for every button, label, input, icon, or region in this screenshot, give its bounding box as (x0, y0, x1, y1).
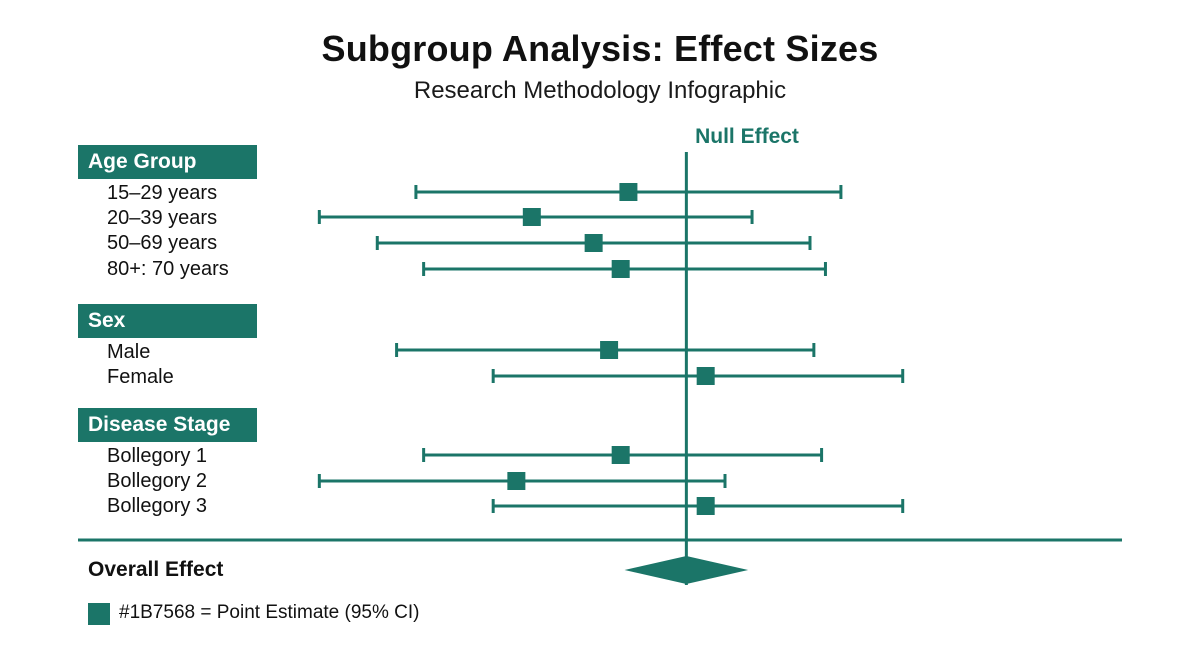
row-label: Male (107, 341, 151, 363)
chart-title: Subgroup Analysis: Effect Sizes (321, 28, 879, 69)
overall-diamond (624, 556, 749, 584)
row-label: 20–39 years (107, 207, 218, 229)
point-estimate (507, 472, 526, 490)
point-estimate (619, 183, 638, 201)
row-label: Bollegory 1 (107, 445, 208, 467)
group-header-age: Age Group (78, 145, 257, 179)
group-header-disease-stage: Disease Stage (78, 408, 257, 442)
legend-swatch (88, 603, 110, 625)
null-effect-label: Null Effect (695, 125, 799, 148)
overall-effect-label: Overall Effect (88, 558, 224, 581)
point-estimate (522, 208, 541, 226)
point-estimate (696, 497, 715, 515)
point-estimate (696, 367, 715, 385)
row-label: Female (107, 366, 174, 388)
row-label: 50–69 years (107, 232, 218, 254)
row-label: Bollegory 2 (107, 470, 208, 492)
point-estimate (611, 260, 630, 278)
group-header-sex: Sex (78, 304, 257, 338)
row-label: 80+: 70 years (107, 258, 229, 280)
legend-text: #1B7568 = Point Estimate (95% CI) (119, 602, 420, 623)
point-estimate (611, 446, 630, 464)
chart-subtitle: Research Methodology Infographic (413, 77, 787, 104)
row-label: 15–29 years (107, 182, 218, 204)
point-estimate (584, 234, 603, 252)
point-estimate (600, 341, 619, 359)
row-label: Bollegory 3 (107, 495, 208, 517)
